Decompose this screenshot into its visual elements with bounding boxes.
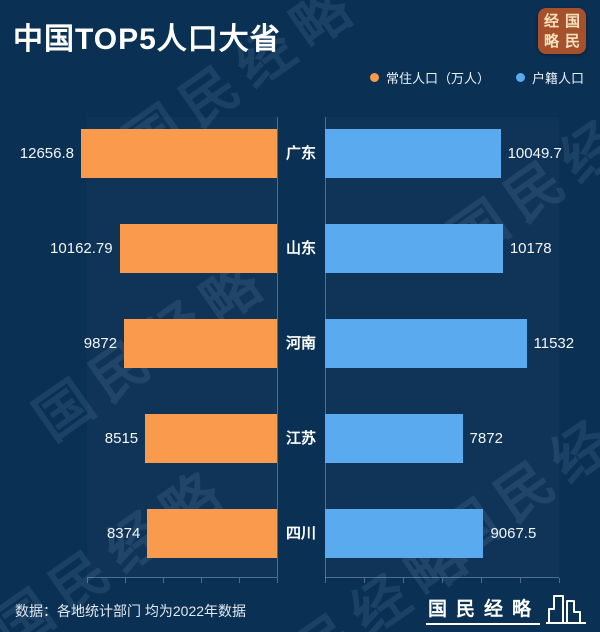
axis-tick: [559, 578, 560, 583]
axis-tick: [325, 578, 326, 583]
legend-item-registered: 户籍人口: [515, 68, 584, 87]
chart-legend: 常住人口（万人） 户籍人口: [369, 68, 584, 87]
axis-tick: [201, 578, 202, 583]
province-label: 山东: [285, 240, 316, 257]
legend-label: 常住人口（万人）: [385, 71, 490, 86]
brand-logo: 国民经略: [425, 592, 586, 625]
resident-value-label: 8515: [104, 430, 139, 447]
resident-population-bar: [124, 319, 277, 368]
axis-tick: [277, 578, 278, 583]
axis-tick: [163, 578, 164, 583]
province-label: 河南: [285, 335, 316, 352]
left-chart-baseline: [87, 577, 277, 578]
left-chart-axis-line: [277, 117, 278, 578]
axis-tick: [364, 578, 365, 583]
resident-value-label: 12656.8: [19, 145, 74, 162]
registered-population-bar: [325, 319, 527, 368]
registered-population-bar: [325, 509, 484, 558]
registered-value-label: 9067.5: [490, 525, 537, 542]
resident-value-label: 9872: [83, 335, 118, 352]
brand-logo-text: 国民经略: [425, 600, 540, 625]
axis-tick: [442, 578, 443, 583]
axis-tick: [87, 578, 88, 583]
registered-value-label: 11532: [533, 335, 575, 352]
resident-population-bar: [81, 129, 277, 178]
registered-population-bar: [325, 129, 501, 178]
resident-population-bar: [119, 224, 277, 273]
resident-value-label: 8374: [106, 525, 141, 542]
province-label: 广东: [285, 145, 316, 162]
axis-tick: [481, 578, 482, 583]
resident-value-label: 10162.79: [50, 240, 113, 257]
page-title: 中国TOP5人口大省: [13, 23, 281, 56]
axis-tick: [520, 578, 521, 583]
resident-population-bar: [147, 509, 277, 558]
legend-label: 户籍人口: [531, 71, 584, 86]
legend-item-resident: 常住人口（万人）: [369, 68, 490, 87]
registered-value-label: 10178: [509, 240, 552, 257]
data-source-note: 数据：各地统计部门 均为2022年数据: [15, 603, 247, 619]
seal-char: 略: [543, 32, 559, 50]
province-label: 江苏: [285, 430, 316, 447]
city-skyline-icon: [546, 595, 586, 624]
registered-population-bar: [325, 414, 463, 463]
right-chart-baseline: [325, 577, 559, 578]
legend-dot-icon: [515, 73, 525, 82]
registered-population-bar: [325, 224, 503, 273]
axis-tick: [125, 578, 126, 583]
axis-tick: [239, 578, 240, 583]
province-label: 四川: [285, 525, 316, 542]
registered-value-label: 7872: [469, 430, 503, 447]
legend-dot-icon: [369, 73, 379, 82]
axis-tick: [403, 578, 404, 583]
resident-population-bar: [145, 414, 277, 463]
seal-char: 民: [564, 32, 580, 50]
registered-value-label: 10049.7: [507, 145, 562, 162]
seal-char: 国: [564, 12, 580, 30]
brand-seal: 经 国 略 民: [538, 8, 586, 54]
seal-char: 经: [543, 12, 559, 30]
